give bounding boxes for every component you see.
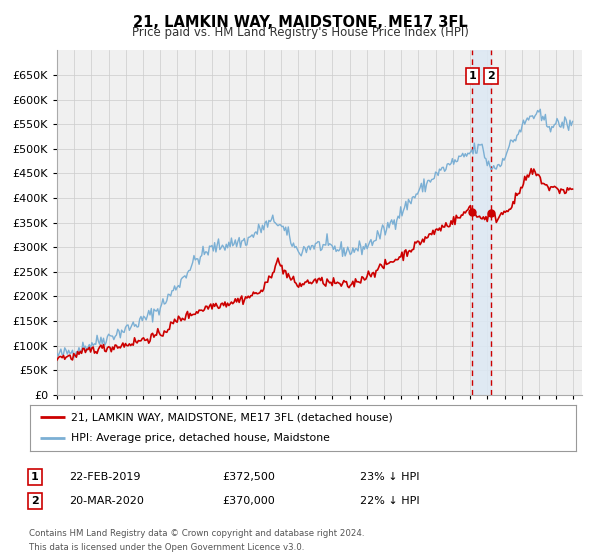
Text: HPI: Average price, detached house, Maidstone: HPI: Average price, detached house, Maid… — [71, 433, 330, 444]
Text: 21, LAMKIN WAY, MAIDSTONE, ME17 3FL (detached house): 21, LAMKIN WAY, MAIDSTONE, ME17 3FL (det… — [71, 412, 392, 422]
Text: 23% ↓ HPI: 23% ↓ HPI — [360, 472, 419, 482]
Text: Price paid vs. HM Land Registry's House Price Index (HPI): Price paid vs. HM Land Registry's House … — [131, 26, 469, 39]
Text: 1: 1 — [469, 71, 476, 81]
Bar — [472, 50, 491, 395]
Text: £372,500: £372,500 — [222, 472, 275, 482]
Text: £370,000: £370,000 — [222, 496, 275, 506]
Text: 22% ↓ HPI: 22% ↓ HPI — [360, 496, 419, 506]
Text: 22-FEB-2019: 22-FEB-2019 — [69, 472, 140, 482]
Text: 1: 1 — [31, 472, 38, 482]
Text: 20-MAR-2020: 20-MAR-2020 — [69, 496, 144, 506]
Text: 2: 2 — [31, 496, 38, 506]
Text: 2: 2 — [487, 71, 495, 81]
Text: 21, LAMKIN WAY, MAIDSTONE, ME17 3FL: 21, LAMKIN WAY, MAIDSTONE, ME17 3FL — [133, 15, 467, 30]
Text: Contains HM Land Registry data © Crown copyright and database right 2024.: Contains HM Land Registry data © Crown c… — [29, 529, 364, 538]
Text: This data is licensed under the Open Government Licence v3.0.: This data is licensed under the Open Gov… — [29, 543, 304, 552]
